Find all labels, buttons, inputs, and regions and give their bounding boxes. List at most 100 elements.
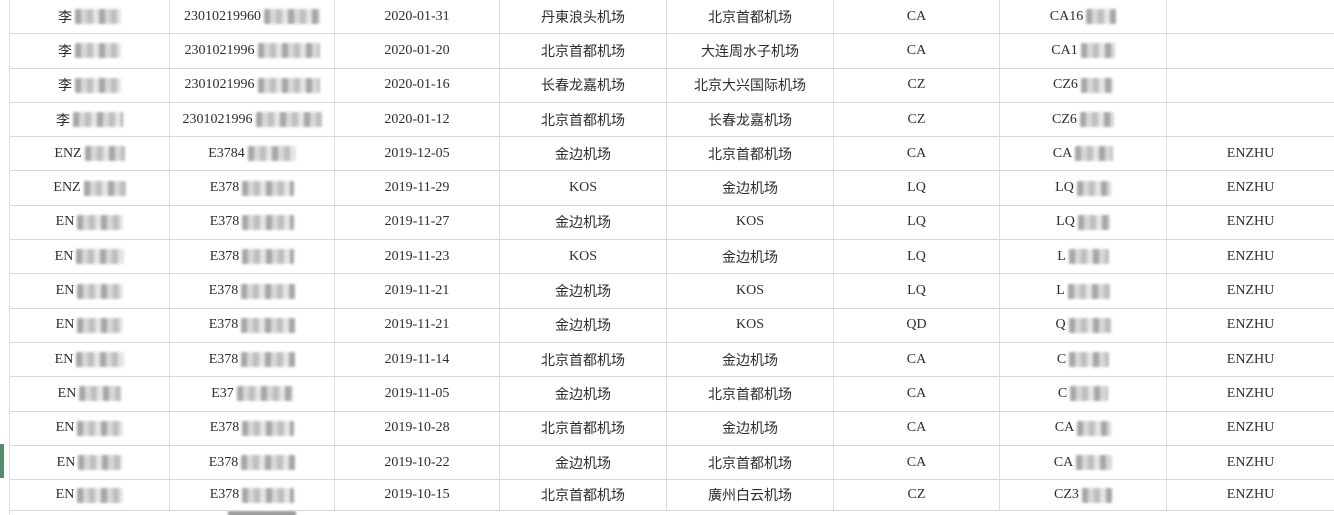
cell-flight-number[interactable]: Q (1000, 308, 1167, 342)
cell-document-number[interactable]: E3784 (170, 137, 335, 171)
cell-flight-number[interactable]: CA (1000, 411, 1167, 445)
cell-departure-airport[interactable]: 北京首都机场 (500, 480, 667, 511)
cell-english-name[interactable]: ENZHU (1167, 446, 1334, 479)
cell-passenger-name[interactable]: ENZ (10, 137, 170, 171)
cell-departure-airport[interactable]: 丹東浪头机场 (500, 0, 667, 34)
cell-arrival-airport[interactable]: 北京首都机场 (667, 445, 834, 480)
cell-passenger-name[interactable]: EN (10, 308, 170, 342)
cell-flight-number[interactable]: LQ (1000, 171, 1167, 205)
cell-passenger-name[interactable]: 李 (10, 102, 170, 137)
cell-flight-number[interactable]: C (1000, 342, 1167, 377)
cell-flight-number[interactable]: LQ (1000, 205, 1167, 240)
cell-flight-number[interactable]: CA16 (1000, 0, 1167, 34)
cell-departure-airport[interactable]: 金边机场 (500, 377, 667, 411)
cell-document-number[interactable]: E378 (170, 274, 335, 308)
cell-document-number[interactable]: E378 (170, 240, 335, 274)
cell-flight-date[interactable]: 2020-01-31 (335, 0, 500, 34)
cell-passenger-name[interactable]: ENZ (10, 171, 170, 205)
cell-arrival-airport[interactable]: 北京首都机场 (667, 0, 834, 34)
cell-flight-date[interactable]: 2019-11-27 (335, 205, 500, 240)
cell-departure-airport[interactable]: 金边机场 (500, 308, 667, 342)
cell-flight-number[interactable]: CA (1000, 137, 1167, 171)
cell-airline-code[interactable]: CA (834, 411, 1000, 445)
cell-arrival-airport[interactable]: 长春龙嘉机场 (667, 102, 834, 137)
cell-passenger-name[interactable]: 李 (10, 68, 170, 102)
cell-document-number[interactable]: E378 (170, 308, 335, 342)
cell-flight-date[interactable]: 2019-11-23 (335, 240, 500, 274)
cell-airline-code[interactable]: CA (834, 0, 1000, 34)
cell-flight-date[interactable]: 2019-11-14 (335, 342, 500, 377)
cell-flight-date[interactable]: 2019-10-15 (335, 480, 500, 511)
cell-passenger-name[interactable]: EN (10, 445, 170, 480)
cell-document-number[interactable]: E378 (170, 205, 335, 240)
cell-passenger-name[interactable]: EN (10, 480, 170, 511)
cell-airline-code[interactable]: CZ (834, 68, 1000, 102)
cell-arrival-airport[interactable]: 廣州白云机场 (667, 480, 834, 511)
cell-airline-code[interactable]: CZ (834, 480, 1000, 511)
cell-departure-airport[interactable]: 金边机场 (500, 445, 667, 480)
cell-document-number[interactable]: E378 (170, 445, 335, 480)
cell-english-name[interactable]: ENZHU (1167, 137, 1334, 170)
cell-document-number[interactable]: E378 (170, 411, 335, 445)
cell-airline-code[interactable]: CA (834, 137, 1000, 171)
cell-english-name[interactable]: ENZHU (1167, 274, 1334, 307)
cell-document-number[interactable]: 23010219960 (170, 0, 335, 34)
cell-flight-number[interactable]: L (1000, 274, 1167, 308)
cell-departure-airport[interactable]: KOS (500, 171, 667, 205)
cell-arrival-airport[interactable]: 金边机场 (667, 342, 834, 377)
cell-airline-code[interactable]: LQ (834, 240, 1000, 274)
cell-document-number[interactable]: E378 (170, 480, 335, 511)
cell-english-name[interactable] (1167, 69, 1334, 102)
cell-arrival-airport[interactable]: 北京首都机场 (667, 377, 834, 411)
cell-flight-date[interactable]: 2020-01-20 (335, 34, 500, 68)
cell-flight-number[interactable]: L (1000, 240, 1167, 274)
cell-flight-date[interactable]: 2019-11-21 (335, 308, 500, 342)
cell-arrival-airport[interactable]: KOS (667, 274, 834, 308)
cell-english-name[interactable]: ENZHU (1167, 240, 1334, 273)
cell-english-name[interactable]: ENZHU (1167, 309, 1334, 342)
cell-airline-code[interactable]: CA (834, 377, 1000, 411)
cell-departure-airport[interactable]: KOS (500, 240, 667, 274)
cell-arrival-airport[interactable]: 大连周水子机场 (667, 34, 834, 68)
cell-document-number[interactable]: E378 (170, 171, 335, 205)
cell-arrival-airport[interactable]: KOS (667, 205, 834, 240)
cell-document-number[interactable]: E378 (170, 342, 335, 377)
cell-airline-code[interactable]: CA (834, 445, 1000, 480)
cell-english-name[interactable]: ENZHU (1167, 412, 1334, 445)
cell-airline-code[interactable]: CA (834, 34, 1000, 68)
cell-flight-number[interactable]: C (1000, 377, 1167, 411)
cell-english-name[interactable]: ENZHU (1167, 206, 1334, 239)
cell-document-number[interactable]: E37 (170, 377, 335, 411)
cell-departure-airport[interactable]: 金边机场 (500, 137, 667, 171)
cell-departure-airport[interactable]: 金边机场 (500, 205, 667, 240)
cell-document-number[interactable]: 2301021996 (170, 34, 335, 68)
cell-english-name[interactable] (1167, 34, 1334, 67)
cell-arrival-airport[interactable]: 金边机场 (667, 411, 834, 445)
cell-flight-date[interactable]: 2019-11-21 (335, 274, 500, 308)
cell-flight-date[interactable]: 2019-10-28 (335, 411, 500, 445)
cell-arrival-airport[interactable]: 北京大兴国际机场 (667, 68, 834, 102)
cell-english-name[interactable]: ENZHU (1167, 171, 1334, 204)
cell-passenger-name[interactable]: EN (10, 411, 170, 445)
cell-airline-code[interactable]: QD (834, 308, 1000, 342)
cell-passenger-name[interactable]: EN (10, 377, 170, 411)
cell-english-name[interactable]: ENZHU (1167, 377, 1334, 410)
cell-passenger-name[interactable]: 李 (10, 0, 170, 34)
cell-flight-date[interactable]: 2020-01-16 (335, 68, 500, 102)
cell-arrival-airport[interactable]: 金边机场 (667, 240, 834, 274)
cell-flight-number[interactable]: CZ3 (1000, 480, 1167, 511)
cell-arrival-airport[interactable]: 金边机场 (667, 171, 834, 205)
cell-flight-date[interactable]: 2019-12-05 (335, 137, 500, 171)
cell-flight-date[interactable]: 2020-01-12 (335, 102, 500, 137)
green-row-indicator[interactable] (0, 444, 4, 478)
cell-departure-airport[interactable]: 北京首都机场 (500, 411, 667, 445)
cell-flight-date[interactable]: 2019-10-22 (335, 445, 500, 480)
cell-airline-code[interactable]: LQ (834, 274, 1000, 308)
cell-passenger-name[interactable]: EN (10, 274, 170, 308)
cell-document-number[interactable]: 2301021996 (170, 102, 335, 137)
cell-airline-code[interactable]: CA (834, 342, 1000, 377)
cell-flight-number[interactable]: CA1 (1000, 34, 1167, 68)
cell-flight-date[interactable]: 2019-11-05 (335, 377, 500, 411)
cell-document-number[interactable]: 2301021996 (170, 68, 335, 102)
cell-passenger-name[interactable]: EN (10, 205, 170, 240)
